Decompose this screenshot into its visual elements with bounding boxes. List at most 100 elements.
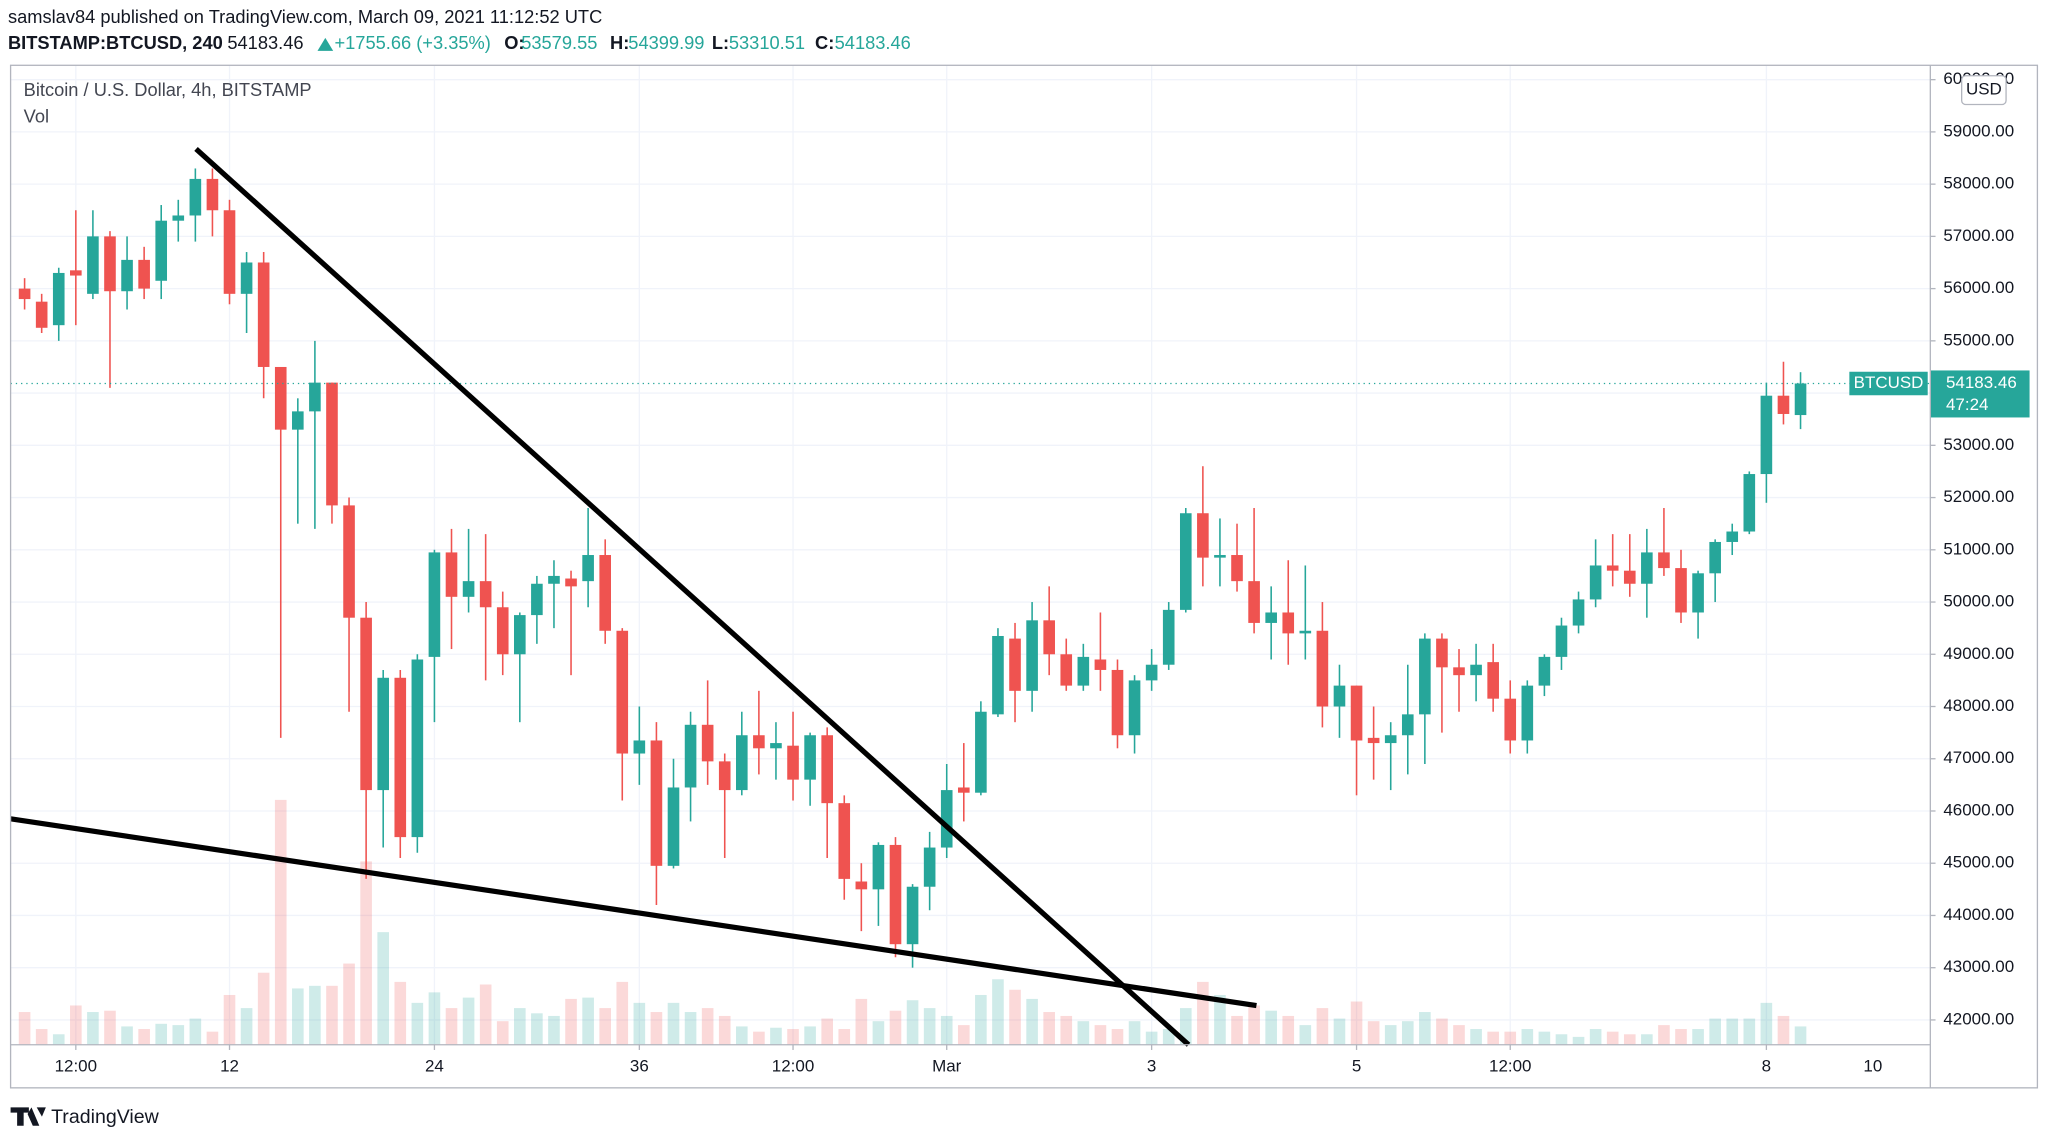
y-tick-label: 43000.00 xyxy=(1943,957,2014,976)
chart-frame xyxy=(9,64,2039,1089)
candle-body xyxy=(1709,541,1721,574)
volume-bar xyxy=(1094,1025,1107,1045)
volume-bar xyxy=(1470,1029,1482,1045)
brand: TradingView xyxy=(51,1106,160,1128)
change: +1755.66 (+3.35%) xyxy=(334,32,490,53)
candle-body xyxy=(1470,664,1482,676)
volume-bar xyxy=(804,1026,816,1045)
candle-body xyxy=(1760,395,1773,475)
volume-bar xyxy=(206,1031,219,1045)
y-tick-label: 51000.00 xyxy=(1943,539,2014,558)
candle-body xyxy=(735,735,748,791)
volume-bar xyxy=(1111,1029,1124,1045)
candle-body xyxy=(462,581,475,597)
volume-bar xyxy=(121,1026,133,1045)
volume-bar xyxy=(753,1031,765,1045)
candle-layer xyxy=(10,168,1931,968)
candle-body xyxy=(257,262,270,367)
volume-bar xyxy=(1009,989,1021,1045)
trend-line xyxy=(10,816,1257,1009)
candle-body xyxy=(1162,609,1175,665)
candle-body xyxy=(309,382,321,412)
volume-bar xyxy=(326,985,338,1045)
volume-bar xyxy=(411,1002,424,1045)
candle-body xyxy=(616,630,629,754)
candle-body xyxy=(821,735,833,804)
volume-bar xyxy=(957,1025,970,1045)
volume-bar xyxy=(565,998,577,1045)
volume-bar xyxy=(1794,1026,1807,1045)
candle-body xyxy=(548,575,560,584)
x-tick-label: 12:00 xyxy=(772,1056,814,1075)
volume-bar xyxy=(599,1008,611,1045)
candle-body xyxy=(223,210,236,294)
candle-body xyxy=(189,178,202,216)
candle-body xyxy=(940,790,953,848)
candle-body xyxy=(1419,638,1431,715)
candle-body xyxy=(1504,698,1517,741)
ohlc-label: O: xyxy=(504,32,524,53)
volume-bar xyxy=(1658,1025,1670,1045)
volume-bar xyxy=(1197,981,1209,1045)
candle-body xyxy=(1231,555,1243,582)
volume-bar xyxy=(70,1005,82,1045)
volume-bar xyxy=(189,1018,202,1045)
y-tick-label: 48000.00 xyxy=(1943,696,2014,715)
volume-bar xyxy=(1333,1018,1346,1045)
volume-bar xyxy=(1214,994,1226,1045)
volume-bar xyxy=(1436,1018,1448,1045)
volume-bar xyxy=(548,1015,560,1045)
volume-bar xyxy=(257,972,270,1045)
candle-body xyxy=(496,607,509,655)
candle-body xyxy=(804,735,816,780)
candle-body xyxy=(1401,714,1414,736)
y-tick-label: 50000.00 xyxy=(1943,592,2014,611)
candle-body xyxy=(1384,735,1397,744)
candle-body xyxy=(292,411,304,430)
candle-body xyxy=(1641,552,1653,584)
volume-bar xyxy=(360,861,372,1045)
candle-body xyxy=(343,505,355,618)
candle-body xyxy=(1367,737,1380,744)
y-tick-label: 45000.00 xyxy=(1943,853,2014,872)
volume-bar xyxy=(292,988,304,1045)
volume-bar xyxy=(394,981,407,1045)
volume-bar xyxy=(838,1029,851,1045)
volume-bar xyxy=(718,1015,731,1045)
volume-bar xyxy=(1384,1025,1397,1045)
volume-bar xyxy=(479,984,492,1045)
volume-bar xyxy=(1504,1031,1517,1045)
ohlc-value: 53310.51 xyxy=(729,32,805,53)
candle-body xyxy=(138,259,150,289)
volume-bar xyxy=(701,1008,714,1045)
candle-body xyxy=(1350,685,1363,741)
x-tick-label: 12:00 xyxy=(55,1056,97,1075)
volume-bar xyxy=(1060,1015,1073,1045)
volume-bar xyxy=(1162,1029,1175,1045)
candle-body xyxy=(87,236,99,294)
candle-body xyxy=(650,740,663,866)
candle-body xyxy=(992,635,1004,715)
candle-body xyxy=(445,552,458,597)
candle-body xyxy=(1726,531,1739,542)
volume-bar xyxy=(1350,1001,1363,1045)
volume-bar xyxy=(940,1015,953,1045)
symbol: BITSTAMP:BTCUSD, 240 xyxy=(8,32,223,53)
candle-body xyxy=(633,740,646,754)
volume-bar xyxy=(1299,1025,1312,1045)
volume-bar xyxy=(1128,1021,1141,1045)
candle-body xyxy=(1009,638,1021,691)
candle-body xyxy=(1436,638,1448,668)
x-tick-label: 10 xyxy=(1863,1056,1882,1075)
candle-body xyxy=(599,555,611,631)
volume-bar xyxy=(1623,1034,1636,1045)
candle-body xyxy=(1606,565,1619,571)
up-arrow xyxy=(317,37,334,51)
x-tick-label: 12 xyxy=(220,1056,239,1075)
volume-bar xyxy=(35,1029,48,1045)
currency-box[interactable] xyxy=(1961,75,2007,106)
volume-bar xyxy=(1777,1015,1790,1045)
candle-body xyxy=(1555,625,1568,657)
